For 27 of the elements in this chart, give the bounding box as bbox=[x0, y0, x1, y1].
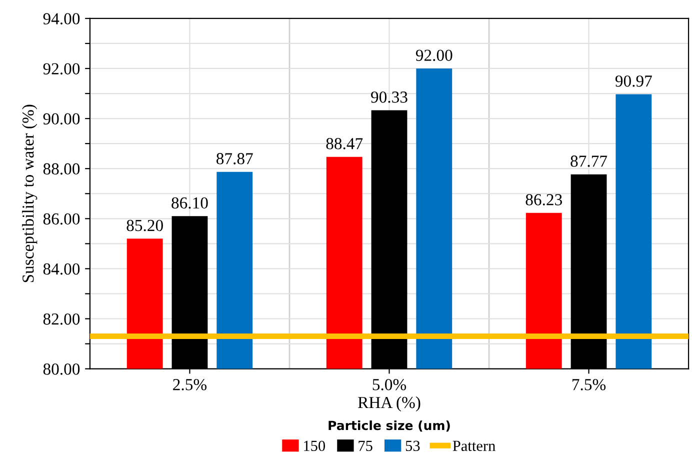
y-tick-label: 92.00 bbox=[43, 63, 80, 75]
y-axis-title: Susceptibility to water (%) bbox=[22, 104, 38, 282]
y-tick-label: 94.00 bbox=[43, 13, 80, 24]
y-tick-label: 88.00 bbox=[43, 163, 80, 175]
y-tick-label: 86.00 bbox=[43, 213, 80, 225]
legend-label: 150 bbox=[304, 440, 326, 452]
data-label: 88.47 bbox=[326, 138, 363, 150]
legend-title: Particle size (um) bbox=[328, 420, 450, 432]
x-axis-title: RHA (%) bbox=[358, 396, 420, 412]
x-tick-label: 5.0% bbox=[372, 379, 406, 390]
data-label: 92.00 bbox=[416, 50, 452, 62]
y-tick-label: 80.00 bbox=[43, 364, 80, 375]
x-tick-label: 7.5% bbox=[572, 379, 606, 390]
data-label: 90.33 bbox=[371, 91, 408, 103]
y-tick-label: 90.00 bbox=[43, 113, 80, 125]
x-tick-label: 2.5% bbox=[173, 379, 207, 390]
data-label: 86.23 bbox=[526, 194, 562, 206]
data-label: 85.20 bbox=[126, 220, 163, 232]
legend-label: 53 bbox=[406, 440, 420, 452]
legend-label: 75 bbox=[358, 440, 372, 452]
data-label: 87.77 bbox=[570, 156, 608, 167]
data-label: 86.10 bbox=[172, 197, 208, 209]
y-tick-label: 82.00 bbox=[43, 313, 80, 325]
data-label: 90.97 bbox=[615, 75, 652, 87]
y-tick-label: 84.00 bbox=[43, 263, 80, 275]
data-label: 87.87 bbox=[216, 153, 253, 164]
legend-label: Pattern bbox=[452, 440, 496, 452]
